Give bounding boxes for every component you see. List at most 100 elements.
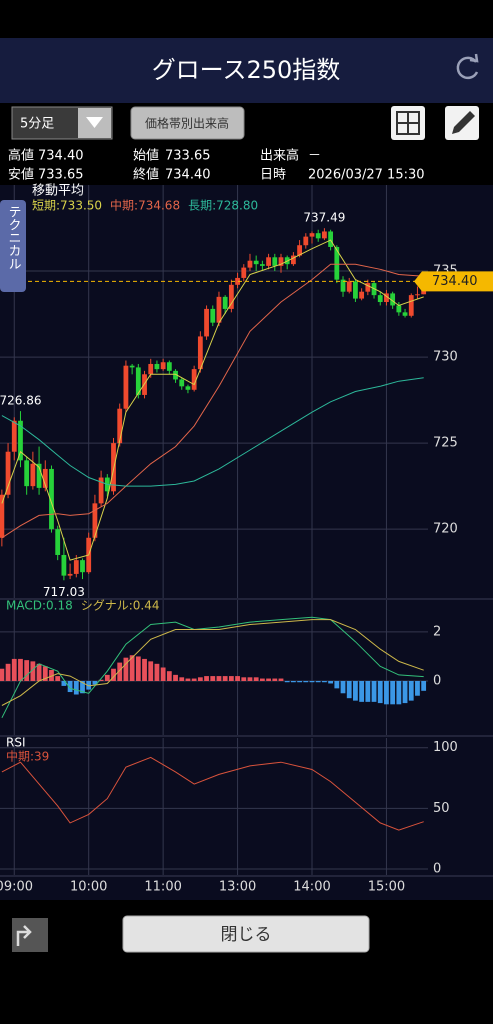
histogram-bar bbox=[415, 681, 420, 696]
candle-body bbox=[92, 503, 98, 538]
histogram-bar bbox=[353, 681, 358, 701]
technical-tab[interactable]: テクニカル bbox=[0, 200, 26, 292]
close-button[interactable]: 閉じる bbox=[122, 915, 370, 953]
histogram-bar bbox=[49, 669, 54, 681]
button-box bbox=[130, 106, 245, 140]
candle-body bbox=[11, 420, 17, 452]
legend-entry: MACD:0.18 bbox=[6, 599, 73, 613]
histogram-bar bbox=[111, 668, 116, 681]
candle-body bbox=[173, 370, 178, 380]
histogram-bar bbox=[421, 681, 427, 691]
histogram-bar bbox=[384, 681, 389, 705]
tab-box bbox=[0, 200, 26, 292]
histogram-bar bbox=[92, 681, 98, 685]
indicator-title: RSI bbox=[6, 736, 26, 750]
x-tick-label: 11:00 bbox=[144, 880, 181, 895]
histogram-bar bbox=[104, 674, 110, 681]
tab-label: テクニカル bbox=[6, 205, 21, 270]
histogram-bar bbox=[55, 676, 61, 681]
x-tick-label: 09:00 bbox=[0, 880, 33, 895]
histogram-bar bbox=[390, 681, 396, 705]
period-dropdown[interactable]: 5分足 bbox=[11, 106, 113, 140]
y-tick-label: 100 bbox=[433, 740, 458, 755]
extreme-label: 726.86 bbox=[0, 394, 41, 408]
candle-body bbox=[390, 293, 396, 306]
pen-icon bbox=[452, 111, 475, 134]
candle-body bbox=[67, 573, 73, 576]
candle-body bbox=[204, 308, 209, 337]
candle-body bbox=[154, 363, 160, 370]
histogram-bar bbox=[346, 681, 352, 699]
histogram-bar bbox=[334, 681, 340, 689]
histogram-bar bbox=[67, 681, 73, 693]
button-label: 価格帯別出来高 bbox=[145, 116, 229, 131]
refresh-button[interactable] bbox=[456, 53, 479, 80]
histogram-bar bbox=[191, 678, 197, 681]
histogram-bar bbox=[278, 678, 284, 681]
draw-button[interactable] bbox=[445, 106, 479, 140]
histogram-bar bbox=[235, 676, 240, 681]
candle-body bbox=[129, 365, 135, 368]
histogram-bar bbox=[377, 681, 383, 704]
chart-background bbox=[0, 185, 493, 900]
refresh-icon bbox=[456, 56, 479, 80]
histogram-bar bbox=[154, 663, 160, 681]
quote-value: － bbox=[308, 149, 321, 164]
histogram-bar bbox=[228, 676, 234, 681]
candle-body bbox=[415, 294, 420, 296]
candle-body bbox=[384, 293, 389, 303]
layout-button[interactable] bbox=[391, 106, 425, 140]
button-box bbox=[122, 915, 370, 953]
candle-body bbox=[408, 295, 414, 316]
candle-body bbox=[98, 477, 104, 504]
quote-label: 日時 bbox=[260, 168, 286, 183]
y-tick-label: 720 bbox=[433, 522, 458, 537]
dropdown-label: 5分足 bbox=[20, 117, 54, 132]
candle-body bbox=[222, 296, 228, 309]
histogram-bar bbox=[408, 681, 414, 701]
series-line bbox=[1, 377, 424, 487]
candle-body bbox=[179, 379, 185, 387]
histogram-bar bbox=[135, 656, 141, 681]
candle-body bbox=[340, 279, 346, 292]
dropdown-arrow bbox=[86, 117, 103, 128]
histogram-bar bbox=[216, 676, 222, 681]
candle-body bbox=[185, 386, 191, 390]
histogram-bar bbox=[253, 677, 259, 681]
grid-icon bbox=[396, 111, 420, 135]
candle-body bbox=[402, 312, 408, 316]
histogram-bar bbox=[247, 677, 253, 681]
histogram-bar bbox=[5, 663, 11, 681]
candle-body bbox=[266, 257, 271, 266]
volume-button[interactable]: 価格帯別出来高 bbox=[130, 106, 245, 140]
candle-body bbox=[247, 260, 253, 268]
back-button[interactable] bbox=[12, 918, 48, 952]
quote-label: 始値 bbox=[133, 148, 159, 164]
back-icon bbox=[16, 925, 32, 946]
series-line bbox=[1, 239, 424, 561]
candle-body bbox=[309, 233, 315, 237]
histogram-bar bbox=[259, 678, 265, 681]
histogram-bar bbox=[241, 677, 247, 681]
histogram-bar bbox=[322, 681, 327, 683]
histogram-bar bbox=[290, 681, 296, 683]
candle-body bbox=[160, 362, 166, 370]
candle-body bbox=[210, 308, 216, 323]
histogram-bar bbox=[11, 658, 17, 681]
candle-body bbox=[197, 336, 203, 370]
candle-body bbox=[303, 236, 309, 246]
title: グロース250指数 bbox=[152, 56, 341, 84]
candle-body bbox=[73, 560, 79, 574]
quote-label: 高値 bbox=[8, 148, 34, 164]
candle-body bbox=[241, 267, 247, 278]
candle-body bbox=[346, 281, 352, 292]
candle-body bbox=[334, 246, 340, 280]
x-tick-label: 14:00 bbox=[293, 880, 330, 895]
histogram-bar bbox=[402, 681, 408, 704]
current-price-label: 734.40 bbox=[432, 274, 478, 289]
candle-body bbox=[322, 231, 327, 239]
histogram-bar bbox=[185, 678, 191, 681]
y-tick-label: 2 bbox=[433, 624, 441, 639]
